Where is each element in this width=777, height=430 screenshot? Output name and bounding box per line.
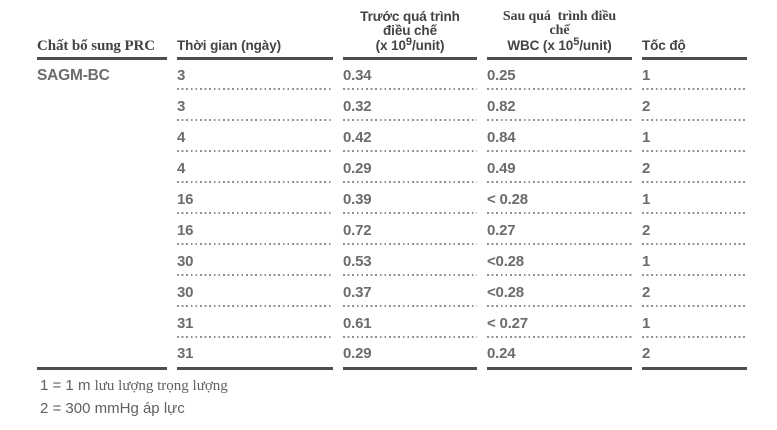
- cell-pre: 0.39: [343, 184, 477, 215]
- column-header-pre-process: Trước quá trình điều chế (x 109/unit): [343, 6, 477, 60]
- cell-post: < 0.28: [487, 184, 632, 215]
- cell-day: 16: [177, 184, 333, 215]
- cell-day: 31: [177, 339, 333, 370]
- column-header-time-days: Thời gian (ngày): [177, 6, 333, 60]
- unit-suffix: /unit): [579, 37, 612, 53]
- cell-group: [37, 184, 167, 215]
- cell-day: 4: [177, 122, 333, 153]
- cell-post: 0.82: [487, 91, 632, 122]
- header-line: Trước quá trình: [360, 8, 460, 24]
- cell-pre: 0.61: [343, 308, 477, 339]
- cell-post: 0.49: [487, 153, 632, 184]
- unit-prefix: WBC (x 10: [507, 37, 574, 53]
- cell-speed: 1: [642, 184, 747, 215]
- cell-speed: 2: [642, 215, 747, 246]
- prc-additive-table: Chất bổ sung PRC Thời gian (ngày) Trước …: [37, 6, 748, 370]
- cell-speed: 2: [642, 339, 747, 370]
- cell-pre: 0.29: [343, 339, 477, 370]
- header-unit-line: (x 109/unit): [343, 36, 477, 54]
- footnotes: 1 = 1 m lưu lượng trọng lượng 2 = 300 mm…: [40, 375, 228, 420]
- header-line: điều chế: [383, 23, 437, 38]
- column-header-speed: Tốc độ: [642, 6, 747, 60]
- cell-speed: 1: [642, 122, 747, 153]
- cell-post: < 0.27: [487, 308, 632, 339]
- cell-pre: 0.37: [343, 277, 477, 308]
- cell-post: <0.28: [487, 277, 632, 308]
- cell-post: 0.25: [487, 60, 632, 91]
- superscript-exponent: 9: [405, 36, 412, 48]
- footnote-2: 2 = 300 mmHg áp lực: [40, 399, 185, 417]
- cell-pre: 0.29: [343, 153, 477, 184]
- cell-day: 4: [177, 153, 333, 184]
- unit-suffix: /unit): [411, 37, 445, 53]
- superscript-exponent: 5: [573, 36, 580, 48]
- cell-group: [37, 91, 167, 122]
- cell-pre: 0.34: [343, 60, 477, 91]
- cell-day: 31: [177, 308, 333, 339]
- cell-day: 16: [177, 215, 333, 246]
- footnote-1-prefix: 1 = 1 m: [40, 377, 95, 394]
- cell-day: 3: [177, 60, 333, 91]
- cell-group: [37, 246, 167, 277]
- cell-group: [37, 153, 167, 184]
- cell-group: SAGM-BC: [37, 60, 167, 91]
- cell-post: 0.84: [487, 122, 632, 153]
- header-unit-line: WBC (x 105/unit): [487, 36, 632, 54]
- cell-post: <0.28: [487, 246, 632, 277]
- cell-speed: 1: [642, 60, 747, 91]
- group-label: SAGM-BC: [37, 66, 110, 84]
- cell-group: [37, 277, 167, 308]
- cell-pre: 0.42: [343, 122, 477, 153]
- header-line: chế: [549, 23, 570, 38]
- cell-pre: 0.53: [343, 246, 477, 277]
- cell-pre: 0.72: [343, 215, 477, 246]
- cell-speed: 2: [642, 277, 747, 308]
- unit-prefix: (x 10: [375, 37, 406, 53]
- cell-day: 30: [177, 246, 333, 277]
- cell-group: [37, 215, 167, 246]
- cell-group: [37, 122, 167, 153]
- cell-pre: 0.32: [343, 91, 477, 122]
- column-header-prc-additive: Chất bổ sung PRC: [37, 6, 167, 60]
- cell-group: [37, 339, 167, 370]
- cell-speed: 1: [642, 246, 747, 277]
- column-header-post-process: Sau quá trình điều chế WBC (x 105/unit): [487, 6, 632, 60]
- header-line: Sau quá trình điều: [502, 8, 617, 24]
- footnote-1-text: lưu lượng trọng lượng: [94, 378, 228, 394]
- cell-day: 30: [177, 277, 333, 308]
- cell-speed: 1: [642, 308, 747, 339]
- cell-speed: 2: [642, 153, 747, 184]
- cell-post: 0.27: [487, 215, 632, 246]
- footnote-1: 1 = 1 m lưu lượng trọng lượng: [40, 375, 228, 398]
- cell-day: 3: [177, 91, 333, 122]
- cell-post: 0.24: [487, 339, 632, 370]
- cell-group: [37, 308, 167, 339]
- cell-speed: 2: [642, 91, 747, 122]
